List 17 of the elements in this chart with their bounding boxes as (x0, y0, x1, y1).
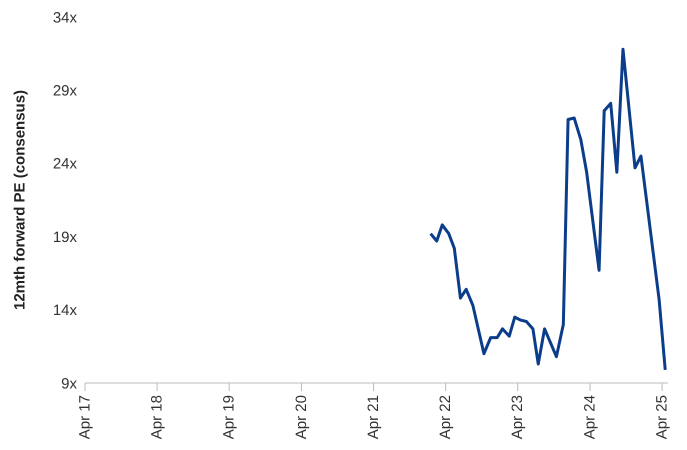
x-tick-label: Apr 20 (292, 395, 310, 440)
y-axis-title: 12mth forward PE (consensus) (11, 90, 28, 310)
y-tick-label: 24x (52, 156, 78, 173)
y-tick-label: 19x (52, 228, 78, 246)
y-tick-label: 34x (52, 9, 78, 26)
x-tick-label: Apr 18 (148, 395, 166, 440)
line-series (429, 48, 667, 372)
x-tick-label: Apr 17 (76, 395, 94, 440)
y-tick-label: 29x (52, 82, 78, 100)
x-tick-label: Apr 21 (365, 395, 382, 440)
x-tick-label: Apr 25 (654, 395, 671, 440)
y-tick-label: 9x (61, 375, 78, 392)
x-tick-label: Apr 19 (220, 395, 238, 440)
y-tick-label: 14x (52, 302, 78, 320)
x-tick-label: Apr 24 (581, 395, 598, 440)
x-tick-label: Apr 22 (437, 395, 454, 440)
x-tick-label: Apr 23 (509, 395, 526, 440)
